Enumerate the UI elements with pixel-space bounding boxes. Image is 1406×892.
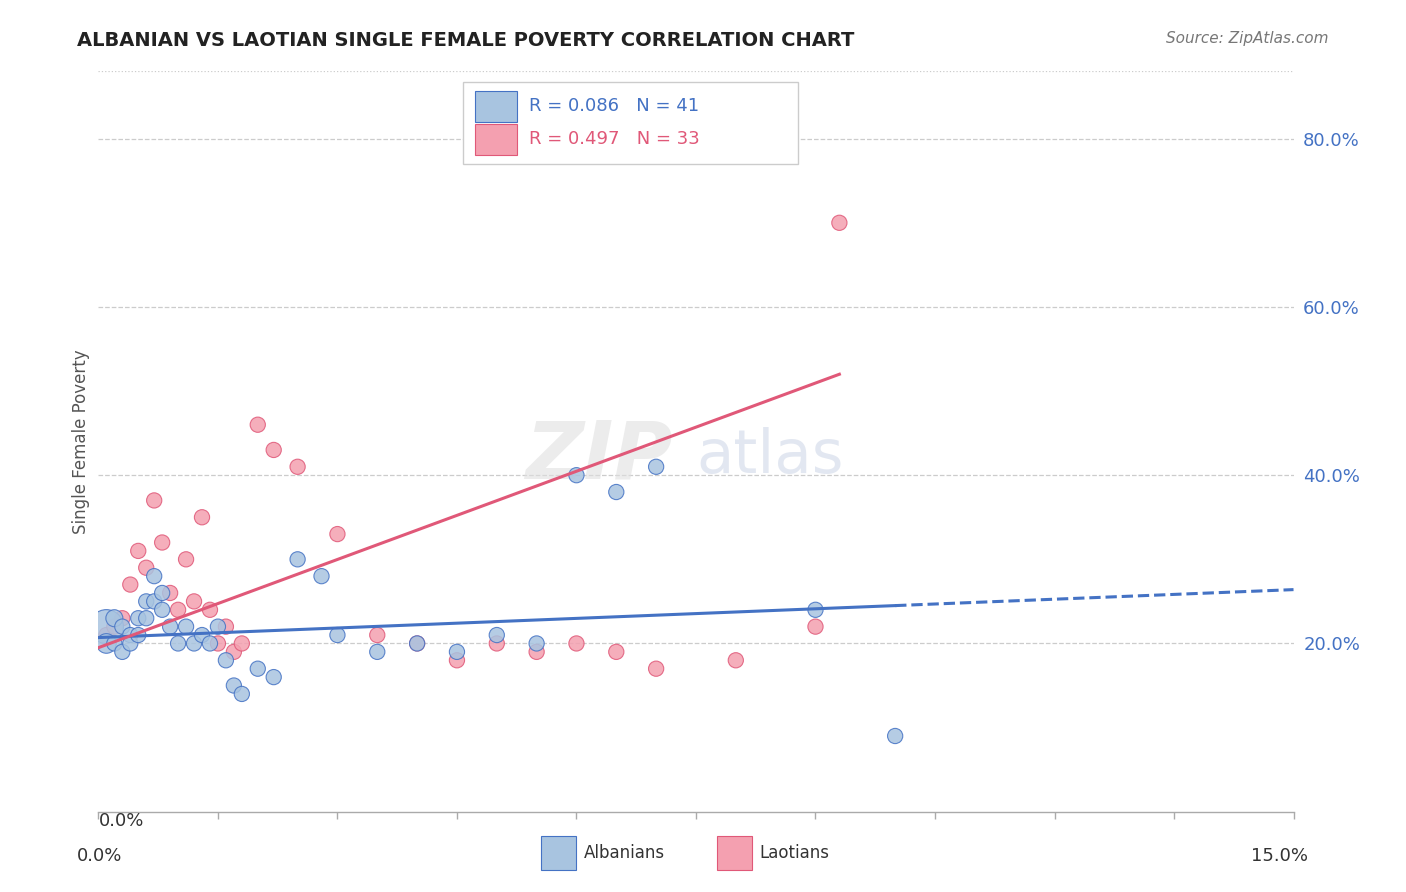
Text: R = 0.086   N = 41: R = 0.086 N = 41 bbox=[529, 97, 699, 115]
Point bbox=[167, 603, 190, 617]
Point bbox=[198, 636, 221, 650]
Point bbox=[828, 216, 851, 230]
Point bbox=[215, 619, 238, 633]
Point bbox=[605, 645, 627, 659]
Point bbox=[485, 636, 508, 650]
Point bbox=[159, 586, 181, 600]
Point bbox=[366, 628, 388, 642]
Point bbox=[246, 662, 269, 676]
Text: 15.0%: 15.0% bbox=[1250, 847, 1308, 865]
Point bbox=[215, 653, 238, 667]
Point bbox=[231, 636, 253, 650]
Point bbox=[150, 603, 173, 617]
Point bbox=[96, 628, 118, 642]
Point bbox=[127, 611, 149, 625]
Point bbox=[446, 653, 468, 667]
Point bbox=[103, 611, 125, 625]
Point bbox=[135, 594, 157, 608]
Point bbox=[565, 468, 588, 483]
Point bbox=[120, 628, 142, 642]
Point bbox=[406, 636, 429, 650]
Point bbox=[207, 636, 229, 650]
Point bbox=[198, 603, 221, 617]
Point bbox=[150, 535, 173, 549]
Point bbox=[96, 636, 118, 650]
Point bbox=[127, 544, 149, 558]
Point bbox=[159, 619, 181, 633]
Point bbox=[191, 628, 214, 642]
Point bbox=[645, 662, 668, 676]
Point bbox=[406, 636, 429, 650]
Point bbox=[191, 510, 214, 524]
Point bbox=[135, 611, 157, 625]
Point bbox=[326, 527, 349, 541]
Point bbox=[446, 645, 468, 659]
Point bbox=[103, 636, 125, 650]
Point bbox=[150, 586, 173, 600]
Point bbox=[207, 619, 229, 633]
Text: 0.0%: 0.0% bbox=[77, 847, 122, 865]
Point bbox=[143, 569, 166, 583]
Point bbox=[183, 594, 205, 608]
Point bbox=[120, 636, 142, 650]
Point bbox=[183, 636, 205, 650]
Point bbox=[605, 485, 627, 500]
FancyBboxPatch shape bbox=[463, 82, 797, 164]
Point bbox=[526, 645, 548, 659]
Point bbox=[263, 670, 285, 684]
Point bbox=[174, 619, 197, 633]
Point bbox=[174, 552, 197, 566]
FancyBboxPatch shape bbox=[475, 124, 517, 155]
Point bbox=[326, 628, 349, 642]
Point bbox=[311, 569, 333, 583]
Point bbox=[143, 493, 166, 508]
Point bbox=[287, 552, 309, 566]
Point bbox=[804, 603, 827, 617]
Point bbox=[143, 594, 166, 608]
Text: Albanians: Albanians bbox=[583, 844, 665, 862]
Point bbox=[111, 619, 134, 633]
Point bbox=[167, 636, 190, 650]
Point bbox=[884, 729, 907, 743]
Point bbox=[724, 653, 747, 667]
Point bbox=[366, 645, 388, 659]
Point bbox=[246, 417, 269, 432]
Text: ALBANIAN VS LAOTIAN SINGLE FEMALE POVERTY CORRELATION CHART: ALBANIAN VS LAOTIAN SINGLE FEMALE POVERT… bbox=[77, 31, 855, 50]
Point bbox=[127, 628, 149, 642]
Point bbox=[287, 459, 309, 474]
Point bbox=[565, 636, 588, 650]
Point bbox=[485, 628, 508, 642]
Point bbox=[111, 645, 134, 659]
Text: Laotians: Laotians bbox=[759, 844, 830, 862]
Point bbox=[263, 442, 285, 457]
Point bbox=[222, 645, 245, 659]
Point bbox=[111, 611, 134, 625]
Y-axis label: Single Female Poverty: Single Female Poverty bbox=[72, 350, 90, 533]
Point bbox=[120, 577, 142, 591]
Text: ZIP: ZIP bbox=[524, 417, 672, 495]
Point bbox=[222, 679, 245, 693]
Point bbox=[96, 619, 118, 633]
Point bbox=[526, 636, 548, 650]
FancyBboxPatch shape bbox=[475, 91, 517, 121]
Text: Source: ZipAtlas.com: Source: ZipAtlas.com bbox=[1166, 31, 1329, 46]
Text: R = 0.497   N = 33: R = 0.497 N = 33 bbox=[529, 130, 699, 148]
Point bbox=[645, 459, 668, 474]
Text: atlas: atlas bbox=[696, 427, 844, 486]
Point bbox=[103, 619, 125, 633]
Point bbox=[231, 687, 253, 701]
Text: 0.0%: 0.0% bbox=[98, 812, 143, 830]
Point bbox=[804, 619, 827, 633]
Point bbox=[135, 560, 157, 574]
